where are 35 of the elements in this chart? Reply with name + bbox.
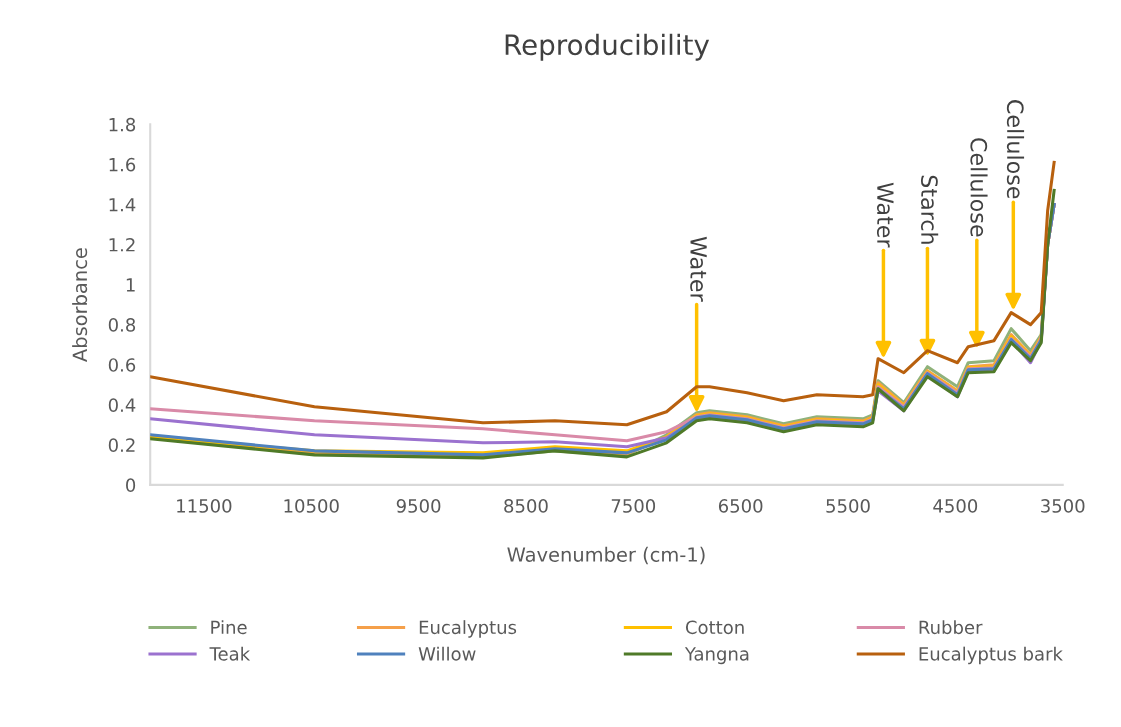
legend-label: Rubber [919, 620, 983, 635]
y-tick-label: 0.6 [108, 358, 136, 372]
x-tick-label: 5500 [826, 499, 870, 513]
y-tick-label: 0.2 [108, 438, 135, 452]
y-axis-title: Absorbance [72, 248, 88, 362]
legend-label: Cotton [685, 620, 744, 635]
chart-title: Reproducibility [505, 33, 710, 61]
legend-label: Willow [418, 646, 476, 661]
x-tick-label: 8500 [504, 499, 548, 513]
y-tick-label: 0.4 [108, 398, 136, 412]
legend-label: Teak [209, 646, 251, 661]
annotation: Starch [921, 175, 939, 244]
y-tick-label: 1.6 [109, 157, 136, 172]
annotation: Cellulose [970, 138, 988, 237]
annotation: Water [690, 236, 707, 302]
annotation: Water [876, 182, 894, 248]
x-tick-label: 7500 [611, 499, 656, 513]
x-tick-label: 10500 [284, 499, 339, 513]
legend-label: Pine [211, 620, 247, 635]
y-tick-label: 0 [126, 478, 136, 493]
x-tick-label: 3500 [1041, 499, 1085, 513]
x-tick-label: 11500 [177, 499, 232, 513]
y-tick-label: 1.8 [109, 117, 136, 132]
annotation: Cellulose [1006, 100, 1025, 199]
x-tick-label: 4500 [933, 499, 978, 513]
y-tick-label: 0.8 [108, 318, 136, 332]
y-tick-label: 1 [126, 278, 135, 292]
y-tick-label: 1.2 [109, 237, 135, 252]
legend-label: Eucalyptus bark [919, 646, 1063, 665]
x-tick-label: 6500 [718, 499, 763, 513]
x-axis-title: Wavenumber (cm-1) [507, 546, 705, 565]
legend-label: Yangna [684, 647, 749, 665]
y-tick-label: 1.4 [109, 198, 136, 212]
x-tick-label: 9500 [396, 499, 441, 513]
legend-label: Eucalyptus [419, 620, 517, 638]
